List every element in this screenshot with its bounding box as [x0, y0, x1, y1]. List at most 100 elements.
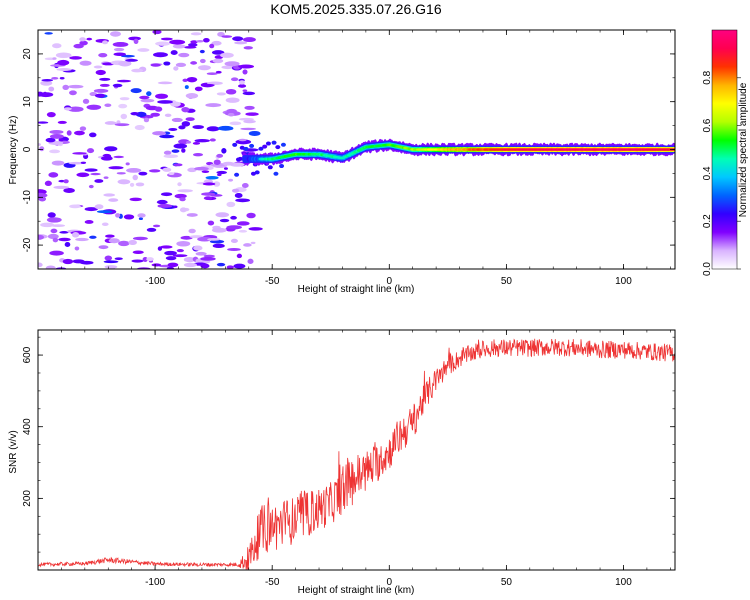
noise-blob: [190, 61, 198, 65]
noise-blob: [93, 65, 103, 69]
snr-y-tick-label: 400: [22, 418, 33, 435]
noise-blob: [131, 68, 144, 73]
noise-blob: [172, 254, 188, 258]
noise-blob: [243, 46, 253, 50]
noise-blob: [230, 215, 237, 220]
noise-blob: [135, 182, 145, 187]
noise-blob: [84, 168, 98, 172]
noise-blob: [185, 93, 199, 99]
noise-blob: [183, 256, 196, 263]
spectrogram-y-tick-label: 20: [22, 48, 33, 60]
noise-blob: [52, 57, 57, 60]
noise-blob: [209, 43, 215, 49]
noise-blob: [162, 167, 172, 172]
snr-y-tick-label: 600: [22, 346, 33, 363]
ridge-halo: [271, 140, 277, 145]
noise-blob: [228, 178, 234, 182]
snr-y-axis-label: SNR (v/v): [8, 430, 19, 473]
noise-blob: [38, 192, 48, 198]
noise-blob: [96, 210, 113, 214]
noise-blob: [152, 30, 162, 35]
noise-blob: [173, 143, 188, 149]
noise-blob: [53, 185, 70, 189]
noise-blob: [176, 249, 184, 253]
noise-blob: [168, 172, 175, 176]
noise-blob: [242, 89, 248, 92]
noise-blob: [48, 86, 55, 92]
noise-blob: [41, 79, 54, 82]
noise-blob: [84, 207, 98, 212]
noise-blob: [128, 239, 137, 246]
noise-blob: [250, 241, 256, 245]
noise-blob: [211, 50, 225, 55]
noise-blob: [221, 65, 235, 70]
colorbar-tick-label: 0.8: [702, 70, 713, 84]
noise-blob: [183, 262, 197, 268]
noise-blob: [38, 196, 47, 202]
noise-blob: [89, 235, 97, 239]
noise-blob: [108, 238, 120, 244]
noise-blob: [242, 69, 248, 75]
ridge-halo: [232, 142, 238, 147]
noise-blob: [114, 257, 123, 261]
noise-blob: [215, 212, 230, 218]
noise-blob: [230, 238, 238, 244]
noise-blob: [74, 130, 85, 136]
noise-blob: [89, 132, 97, 138]
noise-blob: [112, 83, 123, 88]
noise-blob: [197, 236, 212, 242]
noise-blob: [173, 66, 179, 71]
noise-blob: [192, 125, 205, 130]
noise-blob: [45, 265, 56, 269]
noise-blob: [103, 260, 119, 264]
snr-plot-area: [38, 330, 675, 570]
noise-blob: [137, 48, 150, 52]
noise-blob: [62, 258, 74, 265]
noise-blob: [163, 154, 179, 159]
noise-blob: [157, 204, 173, 208]
noise-blob: [200, 256, 216, 261]
noise-blob: [104, 146, 118, 152]
noise-blob: [172, 44, 186, 49]
noise-blob: [179, 207, 187, 213]
noise-blob: [129, 182, 135, 187]
noise-blob: [69, 56, 83, 60]
noise-blob: [152, 224, 161, 228]
noise-blob: [210, 163, 226, 167]
noise-blob: [143, 117, 150, 123]
noise-blob: [68, 161, 84, 165]
noise-blob: [49, 134, 64, 139]
noise-blob: [86, 37, 93, 41]
noise-blob: [242, 91, 256, 96]
ridge-halo: [267, 165, 273, 170]
noise-blob: [148, 169, 161, 173]
noise-blob: [217, 173, 222, 177]
noise-blob: [52, 237, 59, 243]
noise-blob: [199, 49, 205, 54]
noise-blob: [79, 37, 86, 42]
spectrogram-y-ticks: -20 -10 0 10 20: [22, 29, 675, 270]
noise-blob: [205, 175, 219, 180]
ridge-halo: [273, 171, 279, 176]
noise-blob: [201, 170, 210, 174]
noise-blob: [181, 121, 191, 127]
noise-blob: [150, 63, 161, 67]
noise-blob: [215, 70, 222, 74]
noise-blob: [151, 263, 162, 267]
noise-blob: [231, 188, 240, 193]
noise-blob: [79, 126, 87, 131]
noise-blob: [185, 117, 195, 122]
noise-blob: [72, 259, 85, 264]
noise-blob: [201, 192, 216, 196]
noise-blob: [66, 130, 72, 136]
noise-blob: [234, 41, 248, 45]
colorbar-tick-label: 0.2: [702, 214, 713, 228]
noise-blob: [216, 262, 226, 267]
noise-blob: [93, 88, 109, 93]
noise-blob: [182, 78, 188, 83]
noise-blob: [166, 266, 174, 269]
noise-blob: [59, 231, 69, 234]
noise-blob: [219, 218, 230, 223]
ridge-halo: [262, 144, 268, 149]
noise-blob: [86, 148, 95, 154]
